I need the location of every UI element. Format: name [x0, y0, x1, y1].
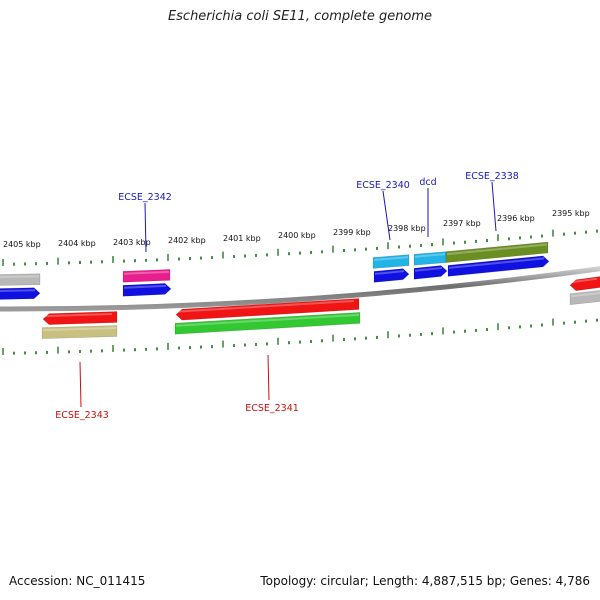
scale-label-2399: 2399 kbp — [333, 228, 371, 237]
gene-feature-highlight — [374, 256, 408, 261]
gene-feature-highlight — [176, 313, 359, 327]
leader-ecse-2340 — [382, 190, 391, 241]
scale-label-2397: 2397 kbp — [443, 219, 481, 228]
gene-label-dcd[interactable]: dcd — [419, 177, 436, 188]
scale-label-2402: 2402 kbp — [168, 236, 206, 245]
genome-backbone — [0, 266, 600, 312]
gene-feature-bot-khaki[interactable] — [41, 325, 118, 339]
gene-feature-bot-gray[interactable] — [569, 290, 600, 306]
gene-feature-top-cyan-1[interactable] — [372, 254, 410, 269]
gene-feature-top-blue-5[interactable] — [447, 255, 550, 277]
gene-feature-bot-red-3[interactable] — [569, 276, 600, 292]
gene-feature-highlight — [415, 267, 442, 272]
gene-feature-highlight — [571, 291, 600, 298]
gene-feature-highlight — [449, 257, 544, 269]
scale-labels: 2405 kbp 2404 kbp 2403 kbp 2402 kbp 2401… — [3, 209, 590, 249]
gene-label-ecse-2338[interactable]: ECSE_2338 — [465, 171, 519, 182]
inner-scale-ticks — [2, 318, 598, 355]
gene-feature-top-blue-3[interactable] — [373, 268, 410, 283]
leader-ecse-2342 — [144, 202, 147, 253]
scale-label-2405: 2405 kbp — [3, 240, 41, 249]
gene-labels: ECSE_2342 ECSE_2340 dcd ECSE_2338 ECSE_2… — [55, 171, 519, 421]
gene-feature-highlight — [0, 275, 39, 279]
gene-feature-top-olive[interactable] — [445, 241, 549, 263]
gene-feature-highlight — [124, 284, 166, 289]
scale-label-2395: 2395 kbp — [552, 209, 590, 218]
gene-feature-top-blue-1[interactable] — [0, 287, 41, 300]
topology-summary: Topology: circular; Length: 4,887,515 bp… — [260, 574, 590, 588]
gene-feature-top-blue-4[interactable] — [413, 265, 448, 280]
gene-feature-highlight — [375, 270, 404, 275]
gene-feature-highlight — [0, 289, 35, 293]
gene-feature-highlight — [415, 253, 445, 258]
gene-feature-highlight — [44, 312, 112, 318]
gene-feature-bot-green[interactable] — [174, 312, 361, 335]
gene-label-ecse-2340[interactable]: ECSE_2340 — [356, 180, 410, 191]
gene-label-ecse-2341[interactable]: ECSE_2341 — [245, 403, 299, 414]
gene-feature-top-pink[interactable] — [122, 269, 171, 283]
gene-label-ecse-2343[interactable]: ECSE_2343 — [55, 410, 109, 421]
scale-label-2400: 2400 kbp — [278, 231, 316, 240]
genome-title: Escherichia coli SE11, complete genome — [167, 9, 433, 24]
gene-feature-highlight — [571, 277, 597, 284]
gene-label-ecse-2342[interactable]: ECSE_2342 — [118, 192, 172, 203]
scale-label-2403: 2403 kbp — [113, 238, 151, 247]
leader-ecse-2338 — [491, 181, 497, 232]
gene-feature-highlight — [447, 243, 547, 256]
outer-scale-ticks — [2, 229, 598, 266]
gene-feature-bot-red-2[interactable] — [175, 298, 360, 321]
scale-label-2401: 2401 kbp — [223, 234, 261, 243]
leader-ecse-2341 — [267, 354, 270, 401]
gene-feature-highlight — [43, 326, 116, 332]
leader-ecse-2343 — [79, 361, 82, 408]
gene-feature-bot-red-1[interactable] — [42, 311, 118, 325]
gene-features — [0, 241, 600, 339]
gene-feature-highlight — [177, 299, 354, 313]
scale-label-2396: 2396 kbp — [497, 214, 535, 223]
accession-label: Accession: NC_011415 — [9, 574, 146, 588]
scale-label-2398: 2398 kbp — [388, 224, 426, 233]
gene-feature-top-blue-2[interactable] — [122, 283, 172, 297]
scale-label-2404: 2404 kbp — [58, 239, 96, 248]
gene-feature-top-gray[interactable] — [0, 273, 41, 286]
gene-feature-highlight — [124, 270, 169, 275]
